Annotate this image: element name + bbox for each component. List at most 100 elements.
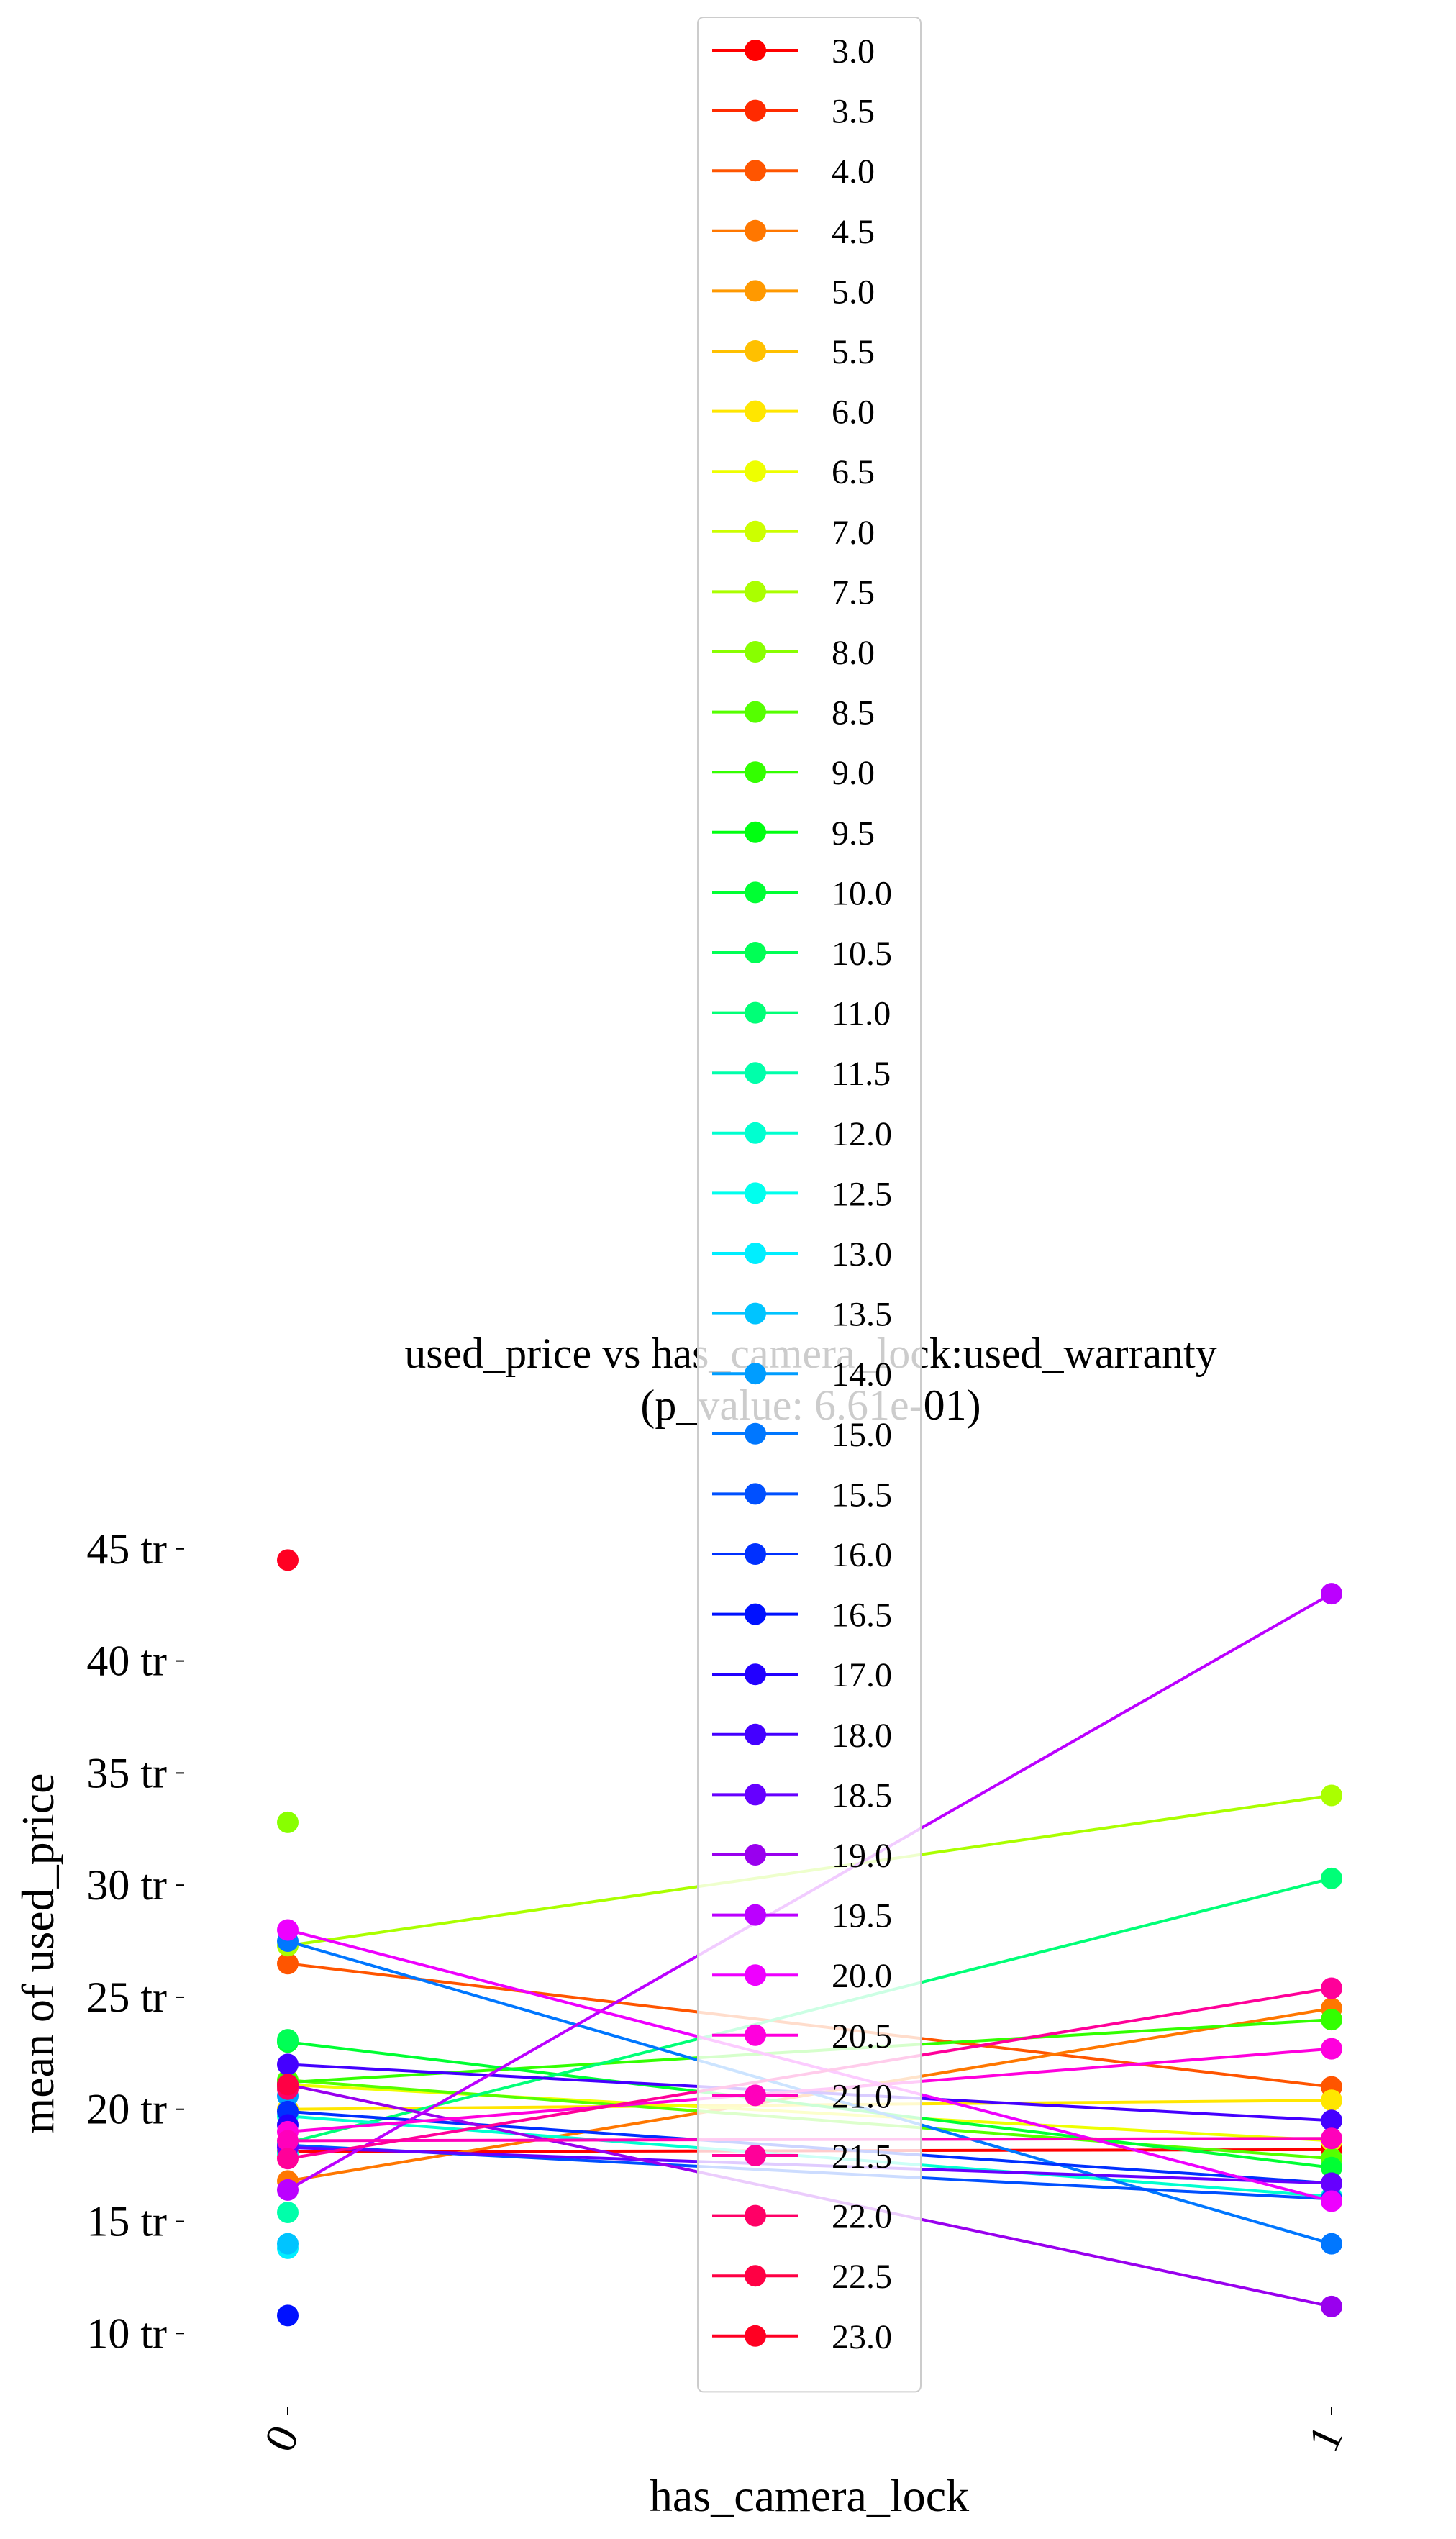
legend-marker [745,821,766,843]
x-tick-label: 0 [255,2418,309,2459]
legend-label: 7.0 [832,514,875,552]
y-tick-label: 10 tr [86,2309,167,2357]
legend-entry-21-5: 21.5 [712,2138,892,2176]
legend-label: 17.0 [832,1656,892,1694]
x-tick-label: 1 [1299,2418,1353,2459]
legend-marker [745,1182,766,1204]
legend-entry-13-0: 13.0 [712,1235,892,1273]
legend-entry-5-0: 5.0 [712,273,875,311]
data-point-6-0-x1 [1321,2089,1342,2112]
legend-entry-15-0: 15.0 [712,1416,892,1454]
legend-marker [745,2084,766,2107]
data-point-20-0-x0 [277,1919,299,1941]
y-tick-label: 30 tr [86,1861,167,1909]
legend-entry-23-0: 23.0 [712,2318,892,2356]
y-tick-label: 40 tr [86,1638,167,1685]
legend-marker [745,400,766,422]
series-8-0 [277,1811,299,1833]
legend-marker [745,2024,766,2046]
legend-entry-10-5: 10.5 [712,935,892,973]
y-axis-label: mean of used_price [12,1773,63,2133]
legend-label: 21.5 [832,2138,892,2176]
legend-entry-11-5: 11.5 [712,1055,891,1093]
legend-label: 20.0 [832,1957,892,1995]
legend-label: 4.5 [832,213,875,251]
legend-marker [745,340,766,362]
legend-entry-19-0: 19.0 [712,1837,892,1875]
legend-entry-3-5: 3.5 [712,93,875,131]
legend-marker [745,1603,766,1625]
legend-entry-16-0: 16.0 [712,1536,892,1574]
legend-marker [745,1001,766,1024]
legend-entry-22-0: 22.0 [712,2198,892,2236]
legend-entry-14-0: 14.0 [712,1355,892,1394]
legend-entry-16-5: 16.5 [712,1596,892,1635]
legend-entry-7-0: 7.0 [712,514,875,552]
legend-label: 16.0 [832,1536,892,1574]
legend-label: 13.0 [832,1235,892,1273]
legend-marker [745,2204,766,2227]
legend-label: 22.5 [832,2258,892,2296]
legend-marker [745,1422,766,1445]
legend-label: 3.0 [832,32,875,71]
legend-entry-12-0: 12.0 [712,1115,892,1153]
data-point-19-5-x0 [277,2179,299,2201]
data-point-4-0-x0 [277,1953,299,1975]
legend-marker [745,1363,766,1385]
legend-label: 9.0 [832,754,875,792]
legend-marker [745,1723,766,1745]
legend-entry-18-5: 18.5 [712,1776,892,1814]
legend-entry-15-5: 15.5 [712,1476,892,1514]
legend-marker [745,1483,766,1505]
legend-label: 6.5 [832,453,875,491]
legend-label: 16.5 [832,1596,892,1635]
data-point-10-0-x1 [1321,2156,1342,2179]
data-point-21-0-x1 [1321,2127,1342,2150]
legend-label: 7.5 [832,573,875,612]
legend-label: 13.5 [832,1296,892,1334]
data-point-11-0-x1 [1321,1867,1342,1889]
legend-label: 18.5 [832,1776,892,1814]
legend-marker [745,520,766,542]
data-point-23-0-x0 [277,1549,299,1571]
legend-label: 10.0 [832,874,892,912]
legend-marker [745,942,766,963]
legend-entry-20-0: 20.0 [712,1957,892,1995]
series-11-5 [277,2202,299,2224]
legend-marker [745,1122,766,1144]
y-tick-label: 35 tr [86,1749,167,1797]
series-16-5 [277,2304,299,2327]
legend-entry-7-5: 7.5 [712,573,875,612]
legend-label: 11.0 [832,995,891,1033]
legend-entry-10-0: 10.0 [712,874,892,912]
legend-marker [745,460,766,483]
series-10-5 [277,2029,299,2051]
legend-entry-4-5: 4.5 [712,213,875,251]
data-point-8-0-x0 [277,1811,299,1833]
data-point-9-0-x1 [1321,2009,1342,2031]
data-point-19-0-x1 [1321,2295,1342,2317]
legend-entry-6-0: 6.0 [712,394,875,432]
legend-label: 6.0 [832,394,875,432]
x-axis-label: has_camera_lock [650,2470,969,2521]
legend-entry-13-5: 13.5 [712,1296,892,1334]
data-point-15-0-x1 [1321,2233,1342,2255]
legend-label: 20.5 [832,2017,892,2056]
legend-marker [745,1964,766,1986]
legend-marker [745,1243,766,1264]
legend-label: 19.0 [832,1837,892,1875]
data-point-20-0-x1 [1321,2190,1342,2212]
legend-marker [745,641,766,663]
legend-entry-6-5: 6.5 [712,453,875,491]
legend-marker [745,2145,766,2166]
legend-label: 23.0 [832,2318,892,2356]
legend-marker [745,1543,766,1565]
legend-marker [745,761,766,783]
data-point-16-5-x0 [277,2304,299,2327]
data-point-18-0-x1 [1321,2109,1342,2132]
legend-marker [745,40,766,61]
series-22-5 [277,2074,299,2096]
legend-marker [745,881,766,904]
